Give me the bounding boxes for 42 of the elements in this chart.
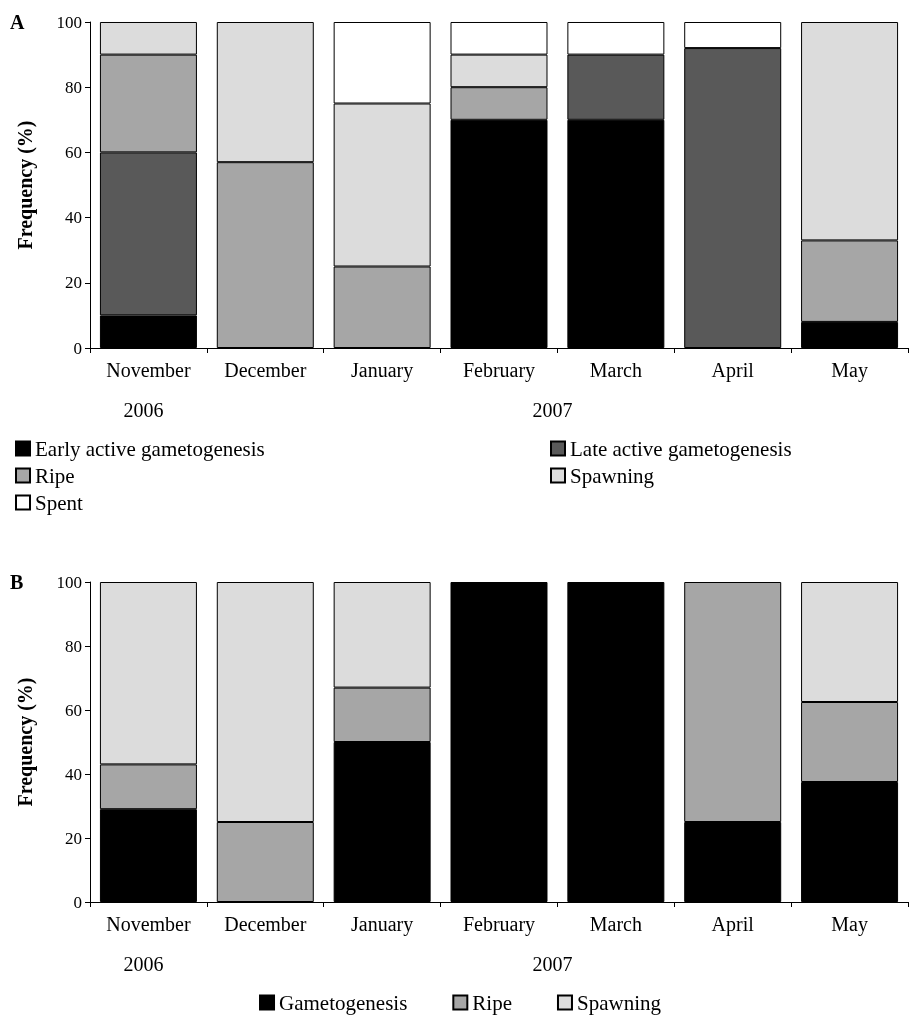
chart-title: B bbox=[10, 571, 24, 593]
text: 2006 bbox=[123, 399, 164, 421]
x-tick-label: November bbox=[106, 359, 191, 381]
legend-label: Spent bbox=[35, 490, 83, 515]
legend-label: Gametogenesis bbox=[279, 990, 408, 1015]
y-tick-label: 20 bbox=[65, 273, 82, 293]
chart-title: A bbox=[10, 11, 25, 33]
y-tick-label: 60 bbox=[65, 142, 82, 162]
text: 2006 bbox=[123, 953, 164, 975]
x-tick-label: December bbox=[224, 913, 307, 935]
legend-label: Late active gametogenesis bbox=[570, 436, 792, 461]
y-tick-label: 40 bbox=[65, 208, 82, 228]
y-tick-label: 0 bbox=[73, 338, 82, 358]
y-tick-label: 100 bbox=[56, 572, 82, 592]
x-tick-label: February bbox=[462, 359, 536, 382]
y-axis-title: Frequency (%) bbox=[14, 677, 37, 807]
y-tick-label: 80 bbox=[65, 636, 82, 656]
y-tick-label: 60 bbox=[65, 700, 82, 720]
y-tick-label: 20 bbox=[65, 828, 82, 848]
legend-label: Early active gametogenesis bbox=[35, 436, 265, 461]
x-tick-label: March bbox=[589, 913, 642, 935]
y-tick-label: 40 bbox=[65, 764, 82, 784]
legend-label: Spawning bbox=[570, 463, 655, 488]
x-tick-label: January bbox=[351, 359, 414, 382]
x-tick-label: May bbox=[831, 913, 868, 936]
x-tick-label: April bbox=[711, 359, 755, 382]
x-tick-label: January bbox=[351, 913, 414, 936]
text: 2007 bbox=[532, 399, 573, 421]
text: 2007 bbox=[532, 953, 573, 975]
legend-label: Spawning bbox=[576, 990, 662, 1015]
x-tick-label: February bbox=[462, 913, 536, 936]
x-tick-label: November bbox=[106, 913, 191, 935]
y-axis-title: Frequency (%) bbox=[14, 120, 37, 250]
x-tick-label: December bbox=[224, 359, 307, 381]
x-tick-label: March bbox=[589, 359, 642, 381]
y-tick-label: 0 bbox=[73, 892, 82, 912]
x-tick-label: April bbox=[711, 913, 755, 936]
y-tick-label: 100 bbox=[56, 12, 82, 32]
y-tick-label: 80 bbox=[65, 77, 82, 97]
legend-label: Ripe bbox=[35, 463, 75, 488]
x-tick-label: May bbox=[831, 359, 868, 382]
legend-label: Ripe bbox=[472, 990, 512, 1015]
